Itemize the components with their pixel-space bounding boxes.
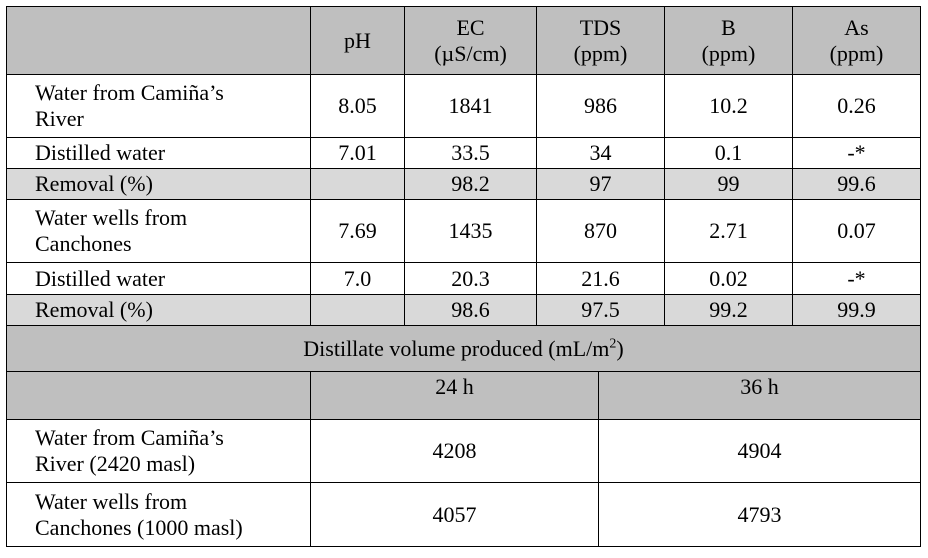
ph-cell bbox=[310, 168, 405, 200]
volume-title-superscript: 2 bbox=[609, 336, 617, 352]
volume-36h-cell: 4793 bbox=[598, 482, 921, 547]
volume-header-24h: 24 h bbox=[310, 371, 599, 420]
volume-row: Water from Camiña’s River (2420 masl) 420… bbox=[6, 419, 921, 483]
header-as-unit: (ppm) bbox=[829, 40, 884, 66]
volume-row-label: Water wells from Canchones (1000 masl) bbox=[6, 482, 311, 547]
volume-24h-cell: 4057 bbox=[310, 482, 599, 547]
row-label-line: Water wells from bbox=[35, 205, 188, 230]
row-label-line: River bbox=[35, 106, 84, 131]
ph-cell bbox=[310, 294, 405, 326]
b-cell: 2.71 bbox=[664, 199, 793, 263]
as-cell: 99.6 bbox=[792, 168, 921, 200]
volume-title-text: Distillate volume produced (mL/m bbox=[303, 335, 610, 361]
tds-cell: 97.5 bbox=[536, 294, 665, 326]
ec-cell: 1841 bbox=[404, 74, 537, 138]
tds-cell: 21.6 bbox=[536, 262, 665, 295]
ph-cell: 8.05 bbox=[310, 74, 405, 138]
row-label: Removal (%) bbox=[6, 294, 311, 326]
removal-row: Removal (%) 98.6 97.5 99.2 99.9 bbox=[6, 294, 921, 326]
header-ec: EC (µS/cm) bbox=[404, 6, 537, 75]
as-cell: 99.9 bbox=[792, 294, 921, 326]
table-row: Distilled water 7.0 20.3 21.6 0.02 -* bbox=[6, 262, 921, 295]
volume-row-label: Water from Camiña’s River (2420 masl) bbox=[6, 419, 311, 483]
water-quality-table: pH EC (µS/cm) TDS (ppm) B (ppm) As (ppm) Wat… bbox=[6, 6, 921, 547]
header-b: B (ppm) bbox=[664, 6, 793, 75]
ph-cell: 7.69 bbox=[310, 199, 405, 263]
header-tds-name: TDS bbox=[579, 14, 622, 40]
ph-cell: 7.01 bbox=[310, 137, 405, 169]
row-label: Removal (%) bbox=[6, 168, 311, 200]
volume-row-label-line: River (2420 masl) bbox=[35, 451, 196, 476]
volume-header-empty-cell bbox=[6, 371, 311, 420]
tds-cell: 870 bbox=[536, 199, 665, 263]
table-row: Water from Camiña’s River 8.05 1841 986 1… bbox=[6, 74, 921, 138]
as-cell: 0.26 bbox=[792, 74, 921, 138]
volume-title-end: ) bbox=[616, 335, 624, 361]
volume-header-row: 24 h 36 h bbox=[6, 371, 921, 420]
header-ec-name: EC bbox=[456, 14, 485, 40]
row-label: Distilled water bbox=[6, 262, 311, 295]
header-b-name: B bbox=[721, 14, 736, 40]
volume-title: Distillate volume produced (mL/m2) bbox=[6, 325, 921, 372]
table-row: Water wells from Canchones 7.69 1435 870 … bbox=[6, 199, 921, 263]
as-cell: -* bbox=[792, 137, 921, 169]
ec-cell: 1435 bbox=[404, 199, 537, 263]
ph-cell: 7.0 bbox=[310, 262, 405, 295]
header-row: pH EC (µS/cm) TDS (ppm) B (ppm) As (ppm) bbox=[6, 6, 921, 75]
volume-row-label-line: Water wells from bbox=[35, 488, 188, 514]
header-b-unit: (ppm) bbox=[701, 40, 756, 66]
tds-cell: 34 bbox=[536, 137, 665, 169]
row-label-line: Canchones bbox=[35, 231, 132, 256]
tds-cell: 986 bbox=[536, 74, 665, 138]
volume-24h-cell: 4208 bbox=[310, 419, 599, 483]
water-quality-table-container: pH EC (µS/cm) TDS (ppm) B (ppm) As (ppm) Wat… bbox=[6, 6, 921, 547]
table-row: Distilled water 7.01 33.5 34 0.1 -* bbox=[6, 137, 921, 169]
header-as-name: As bbox=[844, 14, 869, 40]
b-cell: 0.1 bbox=[664, 137, 793, 169]
b-cell: 0.02 bbox=[664, 262, 793, 295]
header-empty-cell bbox=[6, 6, 311, 75]
ec-cell: 20.3 bbox=[404, 262, 537, 295]
tds-cell: 97 bbox=[536, 168, 665, 200]
row-label: Distilled water bbox=[6, 137, 311, 169]
b-cell: 99.2 bbox=[664, 294, 793, 326]
header-ec-unit: (µS/cm) bbox=[434, 40, 507, 66]
volume-row-label-line: Canchones (1000 masl) bbox=[35, 514, 243, 540]
volume-title-row: Distillate volume produced (mL/m2) bbox=[6, 325, 921, 372]
row-label-line: Water from Camiña’s bbox=[35, 80, 224, 105]
header-ph: pH bbox=[310, 6, 405, 75]
header-tds-unit: (ppm) bbox=[573, 40, 628, 66]
removal-row: Removal (%) 98.2 97 99 99.6 bbox=[6, 168, 921, 200]
volume-header-36h: 36 h bbox=[598, 371, 921, 420]
volume-36h-cell: 4904 bbox=[598, 419, 921, 483]
b-cell: 10.2 bbox=[664, 74, 793, 138]
header-tds: TDS (ppm) bbox=[536, 6, 665, 75]
ec-cell: 98.2 bbox=[404, 168, 537, 200]
as-cell: -* bbox=[792, 262, 921, 295]
as-cell: 0.07 bbox=[792, 199, 921, 263]
row-label: Water from Camiña’s River bbox=[6, 74, 311, 138]
row-label: Water wells from Canchones bbox=[6, 199, 311, 263]
b-cell: 99 bbox=[664, 168, 793, 200]
volume-row: Water wells from Canchones (1000 masl) 40… bbox=[6, 482, 921, 547]
volume-row-label-line: Water from Camiña’s bbox=[35, 425, 224, 450]
header-as: As (ppm) bbox=[792, 6, 921, 75]
ec-cell: 33.5 bbox=[404, 137, 537, 169]
ec-cell: 98.6 bbox=[404, 294, 537, 326]
